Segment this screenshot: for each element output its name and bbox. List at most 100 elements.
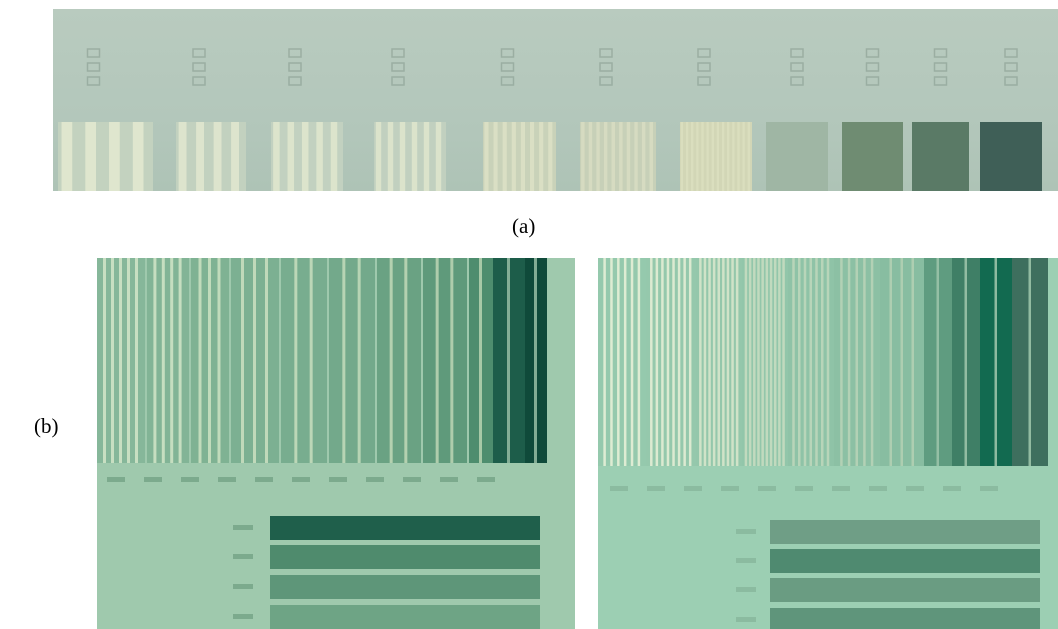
- tick-label-mark: [477, 477, 495, 482]
- bar-line: [287, 122, 295, 191]
- bar-separator: [153, 258, 157, 463]
- tick-label-mark: [403, 477, 421, 482]
- bar-line: [301, 122, 309, 191]
- bar-line: [649, 122, 653, 191]
- bar-line: [696, 122, 699, 191]
- horizontal-bar: [270, 516, 540, 540]
- bar-separator: [610, 258, 613, 466]
- bar-separator: [809, 258, 812, 466]
- bar-separator: [127, 258, 130, 463]
- bar-line: [511, 122, 516, 191]
- bar-line: [484, 122, 489, 191]
- resolution-chart-photo-b-left: [97, 258, 575, 629]
- tick-label-mark: [329, 477, 347, 482]
- bar-separator: [617, 258, 620, 466]
- bar-separator: [748, 258, 752, 466]
- horizontal-bar: [770, 549, 1040, 573]
- tick-label-mark: [218, 477, 236, 482]
- bar-line: [603, 122, 608, 191]
- bar-separator: [712, 258, 716, 466]
- subfigure-label-a: (a): [512, 214, 536, 238]
- bar-separator: [765, 258, 769, 466]
- tick-label-mark: [758, 486, 776, 491]
- bar-line: [387, 122, 394, 191]
- bar-separator: [798, 258, 801, 466]
- label-glyph-mark: [865, 76, 880, 86]
- bar-line: [747, 122, 750, 191]
- subfigure-label-b: (b): [34, 414, 59, 438]
- bar-line: [701, 122, 704, 191]
- bar-separator: [170, 258, 174, 463]
- label-glyph-mark: [933, 48, 948, 58]
- bar-separator: [911, 258, 914, 466]
- tick-label-mark: [721, 486, 739, 491]
- bar-line: [330, 122, 338, 191]
- bar-line: [520, 122, 525, 191]
- bar-separator: [603, 258, 606, 466]
- label-glyph-mark: [599, 48, 613, 58]
- bar-line: [423, 122, 430, 191]
- label-glyph-mark: [1004, 76, 1018, 86]
- label-glyph-mark: [86, 76, 101, 86]
- horizontal-bar: [270, 605, 540, 629]
- bar-separator: [735, 258, 739, 466]
- bar-separator: [731, 258, 734, 466]
- bar-separator: [753, 258, 756, 466]
- bar-separator: [507, 258, 510, 463]
- bar-separator: [1028, 258, 1031, 466]
- label-glyph-mark: [288, 48, 302, 58]
- horizontal-bar-label-mark: [233, 525, 253, 530]
- bar-separator: [792, 258, 795, 466]
- bar-line: [196, 122, 204, 191]
- bar-line: [273, 122, 280, 191]
- bar-separator: [111, 258, 114, 463]
- horizontal-bar-label-mark: [233, 554, 253, 559]
- label-glyph-mark: [192, 62, 206, 72]
- bar-separator: [637, 258, 641, 466]
- vertical-bar-group: [423, 258, 467, 463]
- bar-separator: [650, 258, 653, 466]
- bar-separator: [208, 258, 211, 463]
- bar-separator: [826, 258, 830, 466]
- vertical-bar-group: [329, 258, 375, 463]
- bar-separator: [450, 258, 454, 463]
- bar-line: [680, 122, 684, 191]
- bar-line: [178, 122, 187, 191]
- horizontal-bar: [770, 608, 1040, 629]
- label-glyph-mark: [500, 62, 515, 72]
- label-glyph-mark: [697, 48, 711, 58]
- tick-label-mark: [980, 486, 998, 491]
- label-glyph-mark: [391, 62, 405, 72]
- label-glyph-mark: [192, 48, 206, 58]
- bar-group-block: [980, 122, 1042, 191]
- bar-separator: [717, 258, 720, 466]
- bar-separator: [672, 258, 675, 466]
- tick-label-mark: [107, 477, 125, 482]
- bar-separator: [703, 258, 707, 466]
- bar-line: [619, 122, 623, 191]
- target-chart-b-left: [97, 258, 547, 629]
- bar-separator: [699, 258, 702, 466]
- tick-label-mark: [440, 477, 458, 482]
- tick-label-mark: [832, 486, 850, 491]
- label-glyph-mark: [599, 62, 613, 72]
- bar-separator: [683, 258, 686, 466]
- bar-line: [706, 122, 709, 191]
- tick-label-mark: [255, 477, 273, 482]
- bar-separator: [815, 258, 818, 466]
- bar-separator: [863, 258, 866, 466]
- bar-separator: [309, 258, 313, 463]
- bar-separator: [435, 258, 439, 463]
- bar-line: [61, 122, 73, 191]
- label-glyph-mark: [790, 76, 804, 86]
- bar-line: [132, 122, 144, 191]
- bar-line: [596, 122, 600, 191]
- label-glyph-mark: [288, 62, 302, 72]
- bar-separator: [757, 258, 760, 466]
- label-glyph-mark: [599, 76, 613, 86]
- bar-group-block: [842, 122, 903, 191]
- bar-separator: [761, 258, 764, 466]
- label-glyph-mark: [933, 76, 948, 86]
- bar-line: [375, 122, 382, 191]
- bar-line: [435, 122, 442, 191]
